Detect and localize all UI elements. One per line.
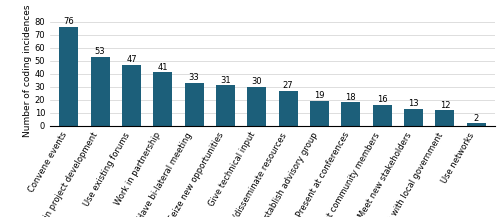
Text: 41: 41 — [158, 63, 168, 72]
Text: 27: 27 — [283, 81, 294, 90]
Bar — [373, 105, 392, 126]
Text: 33: 33 — [189, 73, 200, 82]
Bar — [216, 85, 235, 126]
Bar — [185, 83, 204, 126]
Bar — [342, 102, 360, 126]
Bar — [404, 109, 423, 126]
Bar — [279, 91, 297, 126]
Text: 16: 16 — [377, 95, 388, 104]
Bar — [248, 87, 266, 126]
Text: 31: 31 — [220, 76, 231, 85]
Text: 76: 76 — [64, 17, 74, 26]
Bar — [436, 110, 454, 126]
Text: 53: 53 — [95, 47, 106, 56]
Text: 47: 47 — [126, 55, 137, 64]
Bar — [122, 65, 141, 126]
Text: 18: 18 — [346, 93, 356, 102]
Text: 12: 12 — [440, 101, 450, 110]
Y-axis label: Number of coding incidences: Number of coding incidences — [22, 4, 32, 137]
Text: 30: 30 — [252, 77, 262, 86]
Text: 19: 19 — [314, 92, 325, 100]
Bar — [154, 72, 172, 126]
Text: 2: 2 — [474, 114, 479, 123]
Bar — [310, 101, 329, 126]
Text: 13: 13 — [408, 99, 419, 108]
Bar — [60, 27, 78, 126]
Bar — [90, 57, 110, 126]
Bar — [467, 123, 485, 126]
